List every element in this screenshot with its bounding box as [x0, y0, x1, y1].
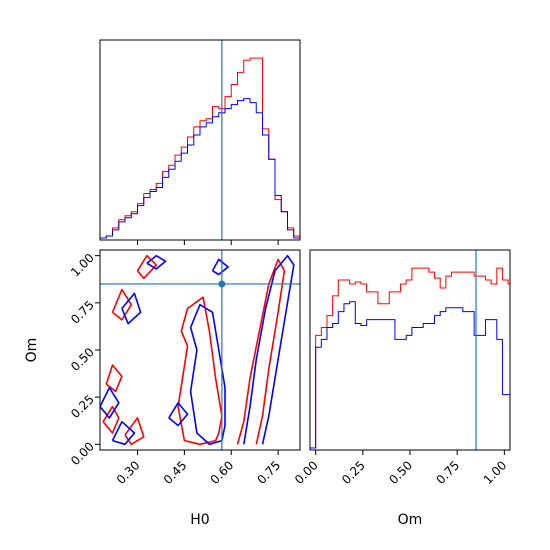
contour-blue	[243, 254, 295, 445]
contour-blue	[100, 386, 120, 419]
contour-xtick-label: 0.75	[254, 458, 283, 487]
om-histogram-xtick-label: 0.00	[292, 458, 321, 487]
contour-ytick-label: 1.00	[68, 251, 97, 280]
om-histogram-xtick-label: 0.25	[339, 458, 368, 487]
contour-red	[105, 364, 123, 393]
contour-ytick-label: 0.00	[68, 439, 97, 468]
contour-blue	[189, 303, 226, 446]
contour-red	[177, 296, 223, 446]
contour-ytick-label: 0.25	[68, 392, 97, 421]
om-histogram-panel: 0.00 0.25 0.50 0.75 1.00	[292, 249, 511, 487]
contour-blue	[111, 420, 136, 446]
truth-point	[218, 280, 226, 288]
contour-blue	[146, 254, 167, 270]
om-histogram-xtick-label: 0.50	[386, 458, 415, 487]
contour-ytick-label: 0.50	[68, 345, 97, 374]
contour-blue	[121, 292, 142, 325]
x-axis-label-h0: H0	[190, 512, 209, 528]
h0-om-contour-panel: 0.30 0.45 0.60 0.75 0.00 0.25 0.50 0.75 1.00	[68, 249, 301, 487]
h0-histogram-frame	[99, 39, 301, 241]
h0-histogram-series-1	[100, 57, 300, 240]
contour-blue	[168, 402, 189, 427]
h0-histogram-panel	[99, 39, 301, 245]
h0-histogram-series-2	[100, 98, 300, 240]
om-histogram-xtick-label: 0.75	[433, 458, 462, 487]
contour-red	[111, 288, 133, 321]
x-axis-label-om: Om	[398, 512, 423, 528]
contour-ytick-label: 0.75	[68, 298, 97, 327]
y-axis-label-om: Om	[24, 338, 40, 363]
contour-blue	[211, 258, 229, 276]
contour-red	[102, 405, 120, 434]
contour-xtick-label: 0.30	[114, 458, 143, 487]
contour-red	[236, 258, 286, 445]
contour-xtick-label: 0.60	[208, 458, 237, 487]
contour-xtick-label: 0.45	[161, 458, 190, 487]
om-histogram-xtick-label: 1.00	[481, 458, 510, 487]
contour-red	[136, 254, 158, 280]
om-histogram-series-1	[310, 267, 510, 450]
om-histogram-series-2	[310, 301, 510, 450]
contour-red	[124, 417, 145, 446]
